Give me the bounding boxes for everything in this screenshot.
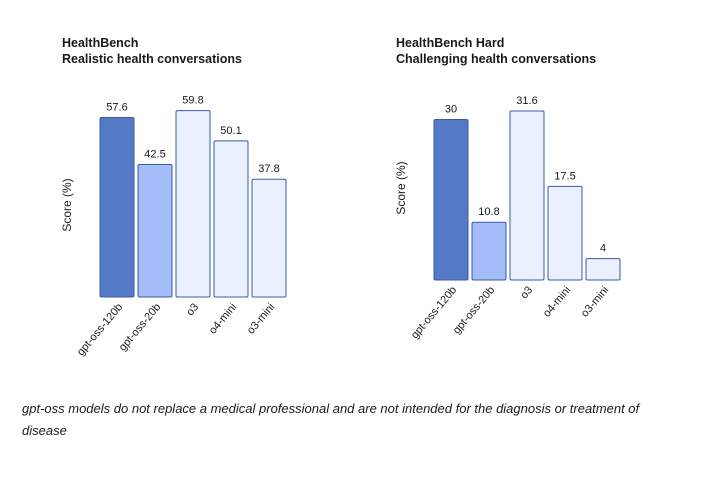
data-label-gpt-oss-120b: 57.6 (106, 101, 127, 113)
data-label-o3: 59.8 (182, 95, 203, 107)
data-label-gpt-oss-120b: 30 (445, 104, 457, 116)
data-label-gpt-oss-20b: 42.5 (144, 149, 165, 161)
bar-gpt-oss-120b (433, 119, 469, 281)
x-tick-label-o4-mini: o4-mini (207, 301, 239, 336)
x-tick-label-o3-mini: o3-mini (245, 301, 277, 336)
healthbench-hard-plot: Score (%)30gpt-oss-120b10.8gpt-oss-20b31… (394, 95, 621, 341)
chart-title-text: HealthBench Hard (396, 36, 505, 50)
data-label-o4-mini: 50.1 (220, 125, 241, 137)
bar-o3-mini (251, 178, 287, 298)
chart-subtitle-text: Challenging health conversations (396, 52, 597, 66)
chart-title: HealthBench Realistic health conversatio… (62, 35, 242, 67)
bar-o4-mini (213, 140, 249, 298)
data-label-gpt-oss-20b: 10.8 (478, 206, 499, 218)
bar-gpt-oss-120b (99, 116, 135, 298)
x-tick-label-o4-mini: o4-mini (541, 284, 573, 319)
x-tick-label-o3: o3 (518, 284, 535, 301)
bar-gpt-oss-20b (471, 221, 507, 281)
x-tick-label-o3-mini: o3-mini (579, 284, 611, 319)
bar-gpt-oss-20b (137, 164, 173, 298)
chart-subtitle-text: Realistic health conversations (62, 52, 242, 66)
chart-title-text: HealthBench (62, 36, 139, 50)
data-label-o3-mini: 4 (600, 243, 606, 255)
bar-o3 (509, 110, 545, 281)
x-tick-label-gpt-oss-120b: gpt-oss-120b (75, 301, 125, 358)
disclaimer-text: gpt-oss models do not replace a medical … (22, 401, 640, 438)
data-label-o3: 31.6 (516, 95, 537, 107)
bar-o4-mini (547, 185, 583, 281)
bar-o3 (175, 110, 211, 298)
bar-o3-mini (585, 258, 621, 281)
chart-title: HealthBench Hard Challenging health conv… (396, 35, 596, 67)
data-label-o3-mini: 37.8 (258, 163, 279, 175)
x-tick-label-o3: o3 (184, 301, 201, 318)
y-axis-label: Score (%) (60, 178, 74, 231)
data-label-o4-mini: 17.5 (554, 170, 575, 182)
y-axis-label: Score (%) (394, 161, 408, 214)
healthbench-plot: Score (%)57.6gpt-oss-120b42.5gpt-oss-20b… (60, 95, 287, 358)
x-tick-label-gpt-oss-120b: gpt-oss-120b (409, 284, 459, 341)
